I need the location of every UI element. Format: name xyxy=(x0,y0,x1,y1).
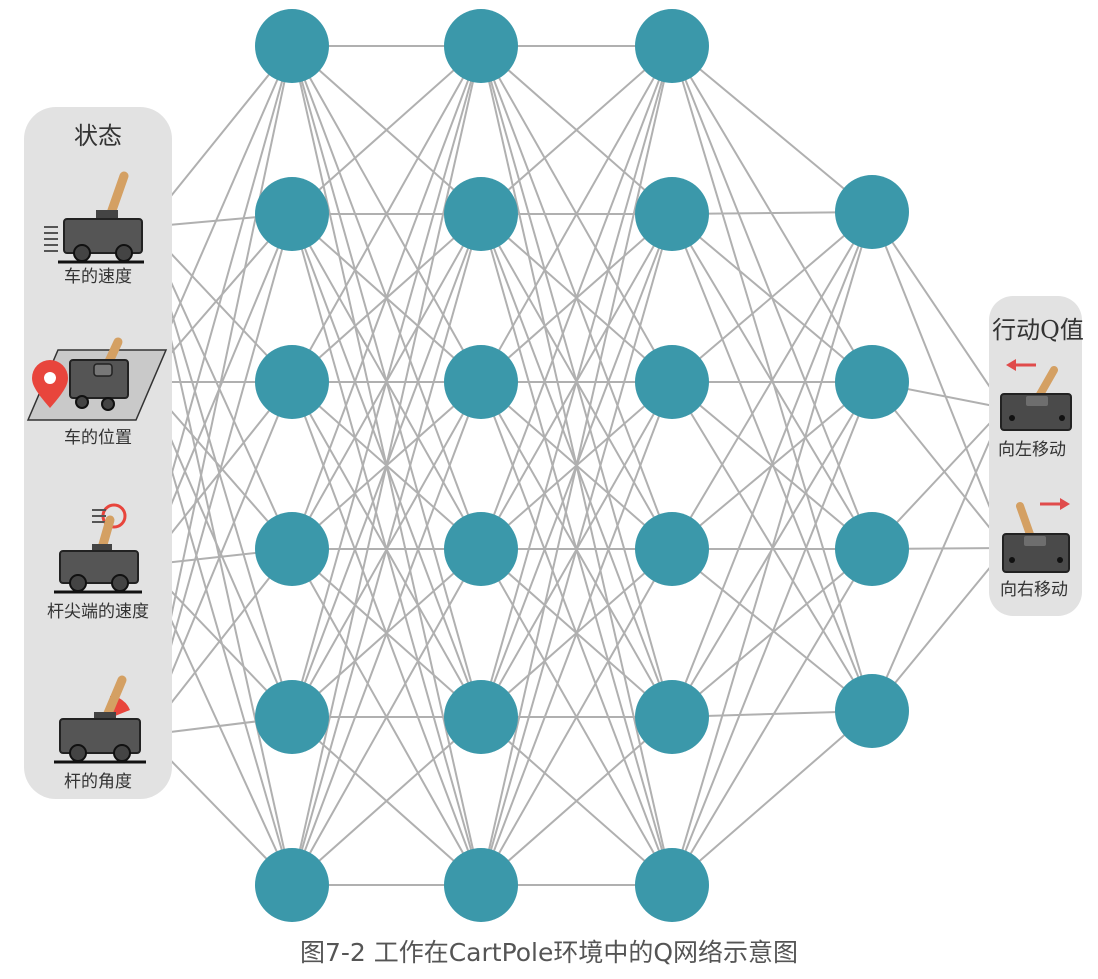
neuron-node-layer2-1 xyxy=(444,9,518,83)
network-connections xyxy=(145,45,1007,886)
state-label-pole-angle: 杆的角度 xyxy=(64,772,132,792)
connection-line xyxy=(671,45,873,712)
state-panel: 状态 车的速度 车的位置 xyxy=(24,107,172,799)
cart-speed-icon xyxy=(44,171,144,264)
connection-line xyxy=(480,213,673,886)
neuron-node-layer2-2 xyxy=(444,177,518,251)
connection-line xyxy=(480,45,673,718)
action-label-move-left: 向左移动 xyxy=(998,440,1066,460)
connection-line xyxy=(671,211,873,718)
neuron-node-layer3-3 xyxy=(635,345,709,419)
connection-line xyxy=(291,716,482,886)
action-label-move-right: 向右移动 xyxy=(1000,580,1068,600)
action-panel: 行动Q值 向左移动 向右移动 xyxy=(989,296,1084,616)
neuron-node-layer4-1 xyxy=(835,175,909,249)
figure-caption: 图7-2 工作在CartPole环境中的Q网络示意图 xyxy=(299,938,799,967)
connection-line xyxy=(671,710,873,886)
connection-line xyxy=(291,45,482,215)
neuron-node-layer3-5 xyxy=(635,680,709,754)
neuron-node-layer3-6 xyxy=(635,848,709,922)
neuron-node-layer1-5 xyxy=(255,680,329,754)
state-panel-title: 状态 xyxy=(74,122,122,150)
neuron-node-layer2-5 xyxy=(444,680,518,754)
neuron-node-layer4-3 xyxy=(835,512,909,586)
connection-line xyxy=(480,716,673,886)
neuron-node-layer1-6 xyxy=(255,848,329,922)
neuron-node-layer3-1 xyxy=(635,9,709,83)
pole-tip-speed-icon xyxy=(54,503,142,594)
connection-line xyxy=(671,548,873,712)
connection-line xyxy=(871,407,1005,712)
neuron-node-layer1-4 xyxy=(255,512,329,586)
neuron-node-layer1-3 xyxy=(255,345,329,419)
connection-line xyxy=(480,45,673,886)
connection-line xyxy=(871,211,1005,409)
connection-line xyxy=(480,45,673,215)
connection-line xyxy=(671,211,873,886)
neuron-node-layer1-2 xyxy=(255,177,329,251)
neuron-node-layer4-2 xyxy=(835,345,909,419)
connection-line xyxy=(291,381,482,886)
neuron-node-layer3-2 xyxy=(635,177,709,251)
network-nodes xyxy=(255,9,909,922)
connection-line xyxy=(480,45,673,550)
neuron-node-layer2-6 xyxy=(444,848,518,922)
pole-angle-icon xyxy=(54,675,146,764)
connection-line xyxy=(671,381,873,886)
connection-line xyxy=(291,213,482,886)
connection-line xyxy=(480,45,673,383)
neuron-node-layer3-4 xyxy=(635,512,709,586)
neuron-node-layer2-4 xyxy=(444,512,518,586)
connection-line xyxy=(291,45,482,886)
state-label-cart-speed: 车的速度 xyxy=(64,267,132,287)
connection-line xyxy=(291,548,482,886)
state-label-cart-position: 车的位置 xyxy=(64,428,132,448)
connection-line xyxy=(671,548,873,886)
action-panel-title: 行动Q值 xyxy=(992,316,1084,344)
move-left-icon xyxy=(1000,359,1072,431)
connection-line xyxy=(671,45,873,213)
connection-line xyxy=(671,211,873,550)
neuron-node-layer1-1 xyxy=(255,9,329,83)
move-right-icon xyxy=(1002,498,1070,573)
neuron-node-layer2-3 xyxy=(444,345,518,419)
connection-line xyxy=(480,548,673,886)
cart-position-icon xyxy=(26,337,168,421)
connection-line xyxy=(291,45,482,718)
connection-line xyxy=(871,211,1007,549)
connection-line xyxy=(291,45,482,550)
state-label-pole-tip-speed: 杆尖端的速度 xyxy=(47,602,149,622)
neuron-node-layer4-4 xyxy=(835,674,909,748)
connection-line xyxy=(671,211,873,383)
connection-line xyxy=(291,45,482,383)
connection-line xyxy=(480,381,673,886)
q-network-diagram: 状态 车的速度 车的位置 xyxy=(24,9,1084,922)
